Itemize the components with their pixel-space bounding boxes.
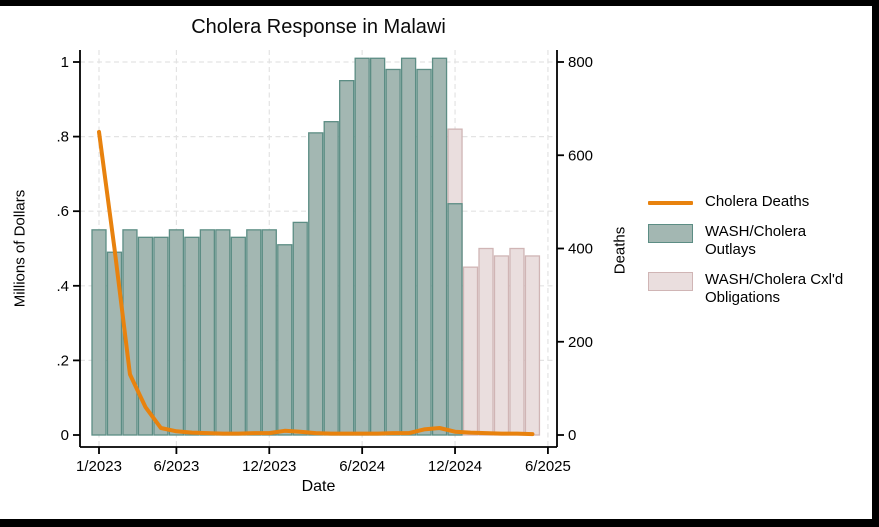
left-tick-label: .4 (56, 278, 69, 295)
x-tick-label: 6/2025 (525, 458, 571, 475)
bar-outlays (153, 236, 169, 436)
bar-outlays (199, 229, 216, 436)
x-axis-title: Date (301, 478, 336, 495)
left-tick-label: 0 (61, 427, 69, 444)
bar-outlays (323, 121, 339, 436)
screenshot-border-right (872, 0, 879, 527)
bar-cancelled-obligations (478, 247, 494, 436)
bar-outlays (246, 229, 262, 436)
bar-swatch-icon (648, 224, 693, 243)
bar-cancelled-obligations (493, 255, 510, 436)
bar-outlays (339, 80, 355, 436)
x-tick-label: 1/2023 (76, 458, 122, 475)
x-tick-label: 12/2023 (242, 458, 296, 475)
bar-outlays (431, 57, 448, 436)
bar-outlays (277, 244, 293, 436)
right-tick-label: 200 (568, 334, 593, 351)
left-tick-label: .6 (56, 203, 69, 220)
bar-outlays (292, 221, 308, 436)
bar-swatch-icon (648, 272, 693, 291)
bar-outlays (354, 57, 370, 436)
bar-outlays (385, 68, 401, 436)
right-tick-label: 400 (568, 241, 593, 258)
cholera-deaths-line (97, 129, 535, 437)
line-swatch-icon (648, 201, 693, 205)
right-axis-title: Deaths (611, 226, 629, 275)
legend-item-wash-cancelled: WASH/Cholera Cxl'd Obligations (648, 271, 860, 307)
bar-outlays (261, 229, 277, 436)
chart-title: Cholera Response in Malawi (191, 16, 446, 38)
bar-outlays (369, 57, 386, 436)
legend: Cholera Deaths WASH/Cholera Outlays WASH… (648, 193, 860, 307)
left-axis-title: Millions of Dollars (11, 189, 29, 308)
bar-cancelled-obligations (524, 255, 541, 436)
left-tick-label: .2 (56, 352, 69, 369)
bar-outlays (416, 68, 432, 436)
bar-outlays (168, 229, 185, 436)
bar-cancelled-obligations (462, 266, 479, 436)
bar-cancelled-obligations (509, 247, 525, 436)
right-tick-label: 800 (568, 54, 593, 71)
bar-outlays (184, 236, 200, 436)
bar-outlays (91, 229, 107, 436)
left-tick-label: 1 (61, 54, 69, 71)
x-tick-label: 12/2024 (428, 458, 482, 475)
bar-outlays (308, 132, 324, 436)
legend-label: WASH/Cholera Cxl'd Obligations (705, 271, 844, 306)
right-tick-label: 600 (568, 147, 593, 164)
bar-outlays (215, 229, 231, 436)
legend-item-wash-outlays: WASH/Cholera Outlays (648, 223, 860, 259)
legend-item-cholera-deaths: Cholera Deaths (648, 193, 860, 211)
screenshot-border-top (0, 0, 879, 6)
bar-outlays (137, 236, 154, 436)
bar-outlays (230, 236, 246, 436)
x-tick-label: 6/2024 (339, 458, 385, 475)
legend-label: Cholera Deaths (705, 193, 810, 210)
left-tick-label: .8 (56, 129, 69, 146)
right-tick-label: 0 (568, 427, 576, 444)
screenshot-border-bottom (0, 519, 879, 527)
bar-outlays (447, 203, 463, 436)
bar-outlays (400, 57, 417, 436)
legend-label: WASH/Cholera Outlays (705, 223, 807, 258)
x-tick-label: 6/2023 (153, 458, 199, 475)
